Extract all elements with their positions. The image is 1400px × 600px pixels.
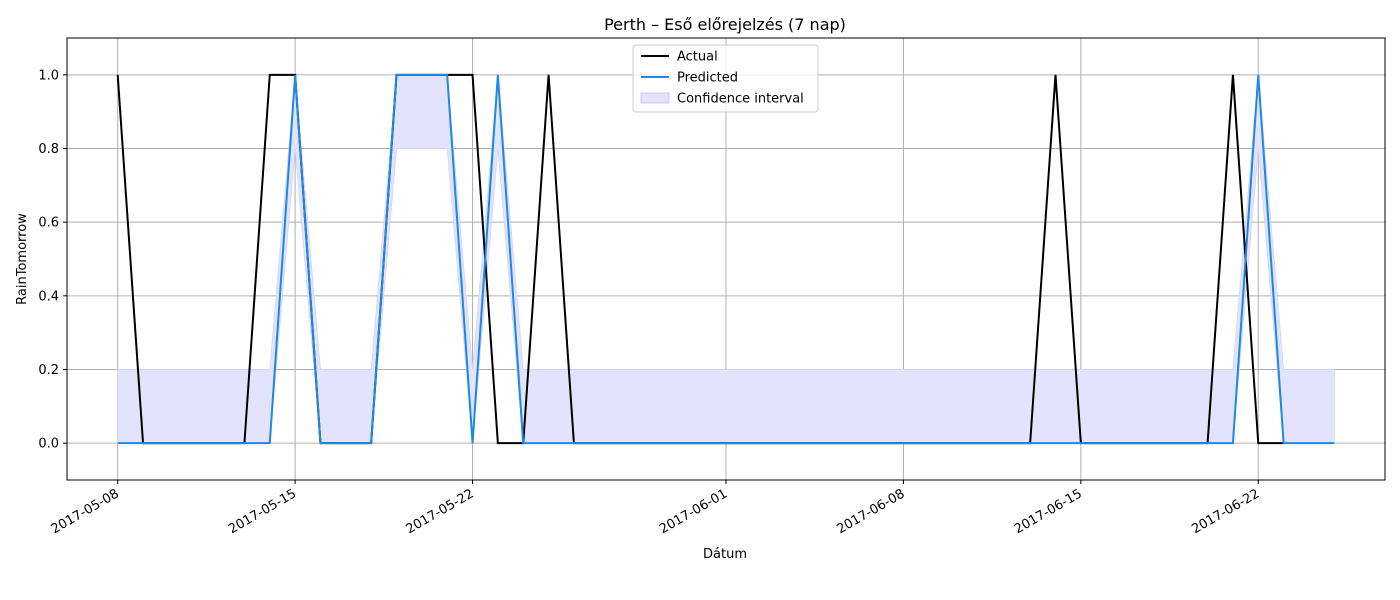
y-tick-label: 0.8 [38, 142, 59, 157]
x-tick-label: 2017-06-22 [1189, 486, 1262, 537]
chart-title: Perth – Eső előrejelzés (7 nap) [604, 15, 846, 34]
legend-swatch-confidence-interval [640, 92, 670, 104]
x-tick-label: 2017-06-01 [657, 486, 730, 537]
y-axis-label: RainTomorrow [15, 213, 30, 305]
legend-label-confidence-interval: Confidence interval [677, 92, 804, 107]
series-layer [116, 73, 1335, 445]
x-tick-label: 2017-05-15 [226, 486, 299, 537]
x-tick-label: 2017-05-08 [49, 486, 122, 537]
legend-label-actual: Actual [677, 50, 718, 65]
legend-label-predicted: Predicted [677, 71, 738, 86]
legend: Actual Predicted Confidence interval [632, 44, 819, 113]
y-axis-ticks: 0.0 0.2 0.4 0.6 0.8 1.0 [38, 68, 67, 452]
x-axis-label: Dátum [703, 547, 747, 562]
x-tick-label: 2017-06-15 [1012, 486, 1085, 537]
legend-box [632, 44, 819, 113]
y-tick-label: 0.4 [38, 289, 59, 304]
y-tick-label: 0.6 [38, 216, 59, 231]
series-line-predicted [117, 73, 1335, 445]
x-axis-ticks: 2017-05-08 2017-05-15 2017-05-22 2017-06-01… [49, 480, 1262, 537]
x-tick-label: 2017-06-08 [834, 486, 907, 537]
y-tick-label: 0.0 [38, 437, 59, 452]
y-tick-label: 0.2 [38, 363, 59, 378]
y-tick-label: 1.0 [38, 68, 59, 83]
x-tick-label: 2017-05-22 [404, 486, 477, 537]
